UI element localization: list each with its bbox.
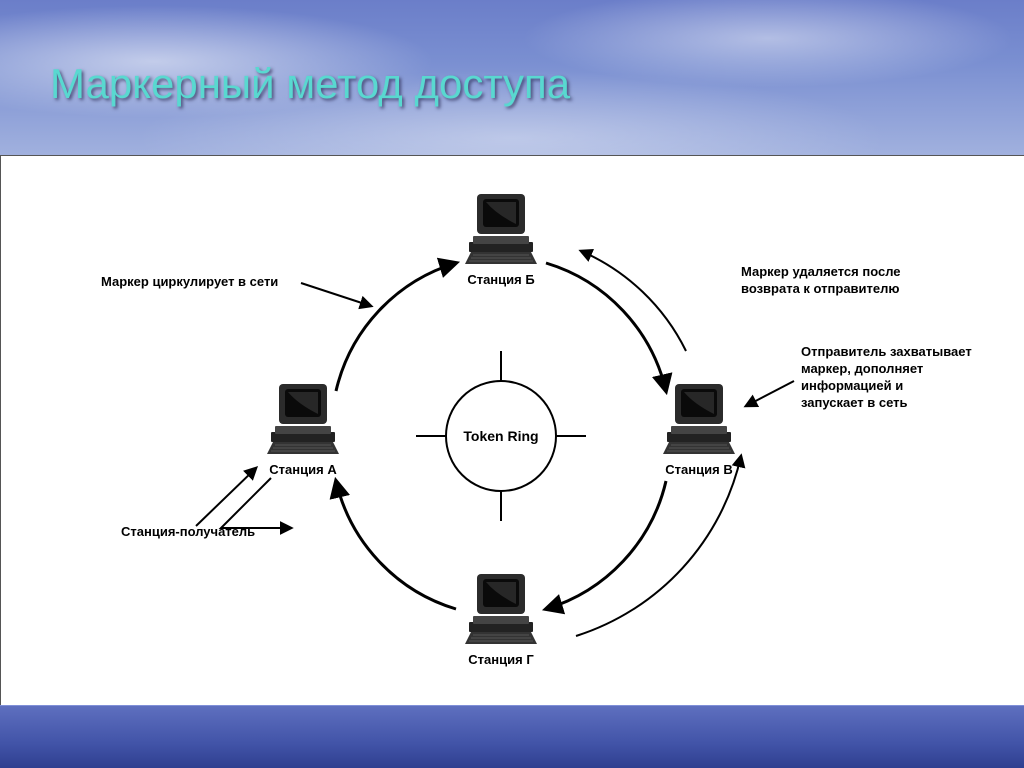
station-b-icon: [465, 194, 537, 264]
station-v-icon: [663, 384, 735, 454]
ring-arc-bottom-left: [336, 481, 456, 609]
annot-sender-l1: Отправитель захватывает: [801, 344, 972, 359]
annot-removed-l1: Маркер удаляется после: [741, 264, 901, 279]
station-b-label: Станция Б: [467, 272, 534, 287]
outer-right-arc: [576, 456, 741, 636]
annot-sender-l4: запускает в сеть: [801, 395, 908, 410]
ring-arc-right-bottom: [546, 481, 666, 609]
ring-arc-left-top: [336, 263, 456, 391]
annot-circulates: Маркер циркулирует в сети: [101, 274, 278, 289]
station-a-icon: [267, 384, 339, 454]
diagram: Token Ring Станция Б Станция В Станция Г…: [0, 155, 1024, 707]
station-v-label: Станция В: [665, 462, 732, 477]
annot-receiver-arrow-1: [196, 468, 256, 526]
annot-removed-l2: возврата к отправителю: [741, 281, 900, 296]
annot-receiver: Станция-получатель: [121, 524, 255, 539]
station-a-label: Станция А: [269, 462, 337, 477]
annot-sender-arrow: [746, 381, 794, 406]
center-label: Token Ring: [463, 428, 538, 444]
bottom-band: [0, 705, 1024, 768]
annot-sender-l3: информацией и: [801, 378, 903, 393]
annot-sender-l2: маркер, дополняет: [801, 361, 923, 376]
token-ring-svg: Token Ring Станция Б Станция В Станция Г…: [1, 156, 1024, 706]
annot-receiver-arrow-2: [221, 478, 291, 528]
annot-circulates-arrow: [301, 283, 371, 306]
slide: Маркерный метод доступа: [0, 0, 1024, 768]
station-g-label: Станция Г: [468, 652, 534, 667]
station-g-icon: [465, 574, 537, 644]
annot-removed-arrow: [581, 251, 686, 351]
page-title: Маркерный метод доступа: [50, 60, 570, 108]
ring-arc-top-right: [546, 263, 666, 391]
